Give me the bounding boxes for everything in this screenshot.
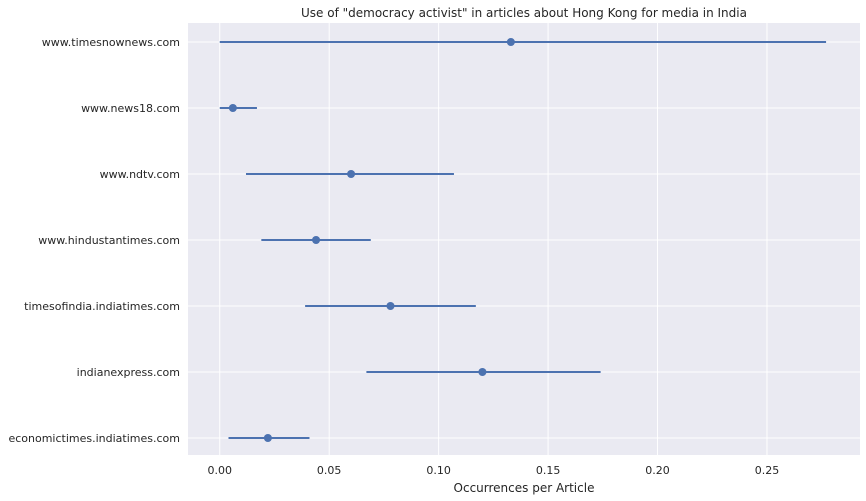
data-point [386,302,395,310]
data-point [312,236,321,244]
data-point [228,104,237,112]
data-point [506,38,515,46]
y-tick-label: www.news18.com [81,102,180,115]
y-tick-label: www.hindustantimes.com [38,234,180,247]
x-tick-labels: 0.00 0.05 0.10 0.15 0.20 0.25 [207,464,779,477]
data-point [478,368,487,376]
y-tick-label: timesofindia.indiatimes.com [24,300,180,313]
y-tick-label: indianexpress.com [77,366,180,379]
y-tick-label: www.ndtv.com [100,168,180,181]
chart-title: Use of "democracy activist" in articles … [301,6,747,20]
x-tick-label: 0.20 [645,464,670,477]
x-tick-label: 0.05 [317,464,342,477]
x-tick-label: 0.00 [207,464,232,477]
y-tick-label: www.timesnownews.com [42,36,180,49]
data-points [228,38,515,442]
x-tick-label: 0.10 [426,464,451,477]
data-point [347,170,356,178]
x-axis-title: Occurrences per Article [454,481,595,495]
x-tick-label: 0.25 [755,464,780,477]
x-tick-label: 0.15 [536,464,561,477]
data-point [263,434,272,442]
y-tick-label: economictimes.indiatimes.com [8,432,180,445]
y-tick-labels: www.timesnownews.com www.news18.com www.nd… [8,36,180,445]
